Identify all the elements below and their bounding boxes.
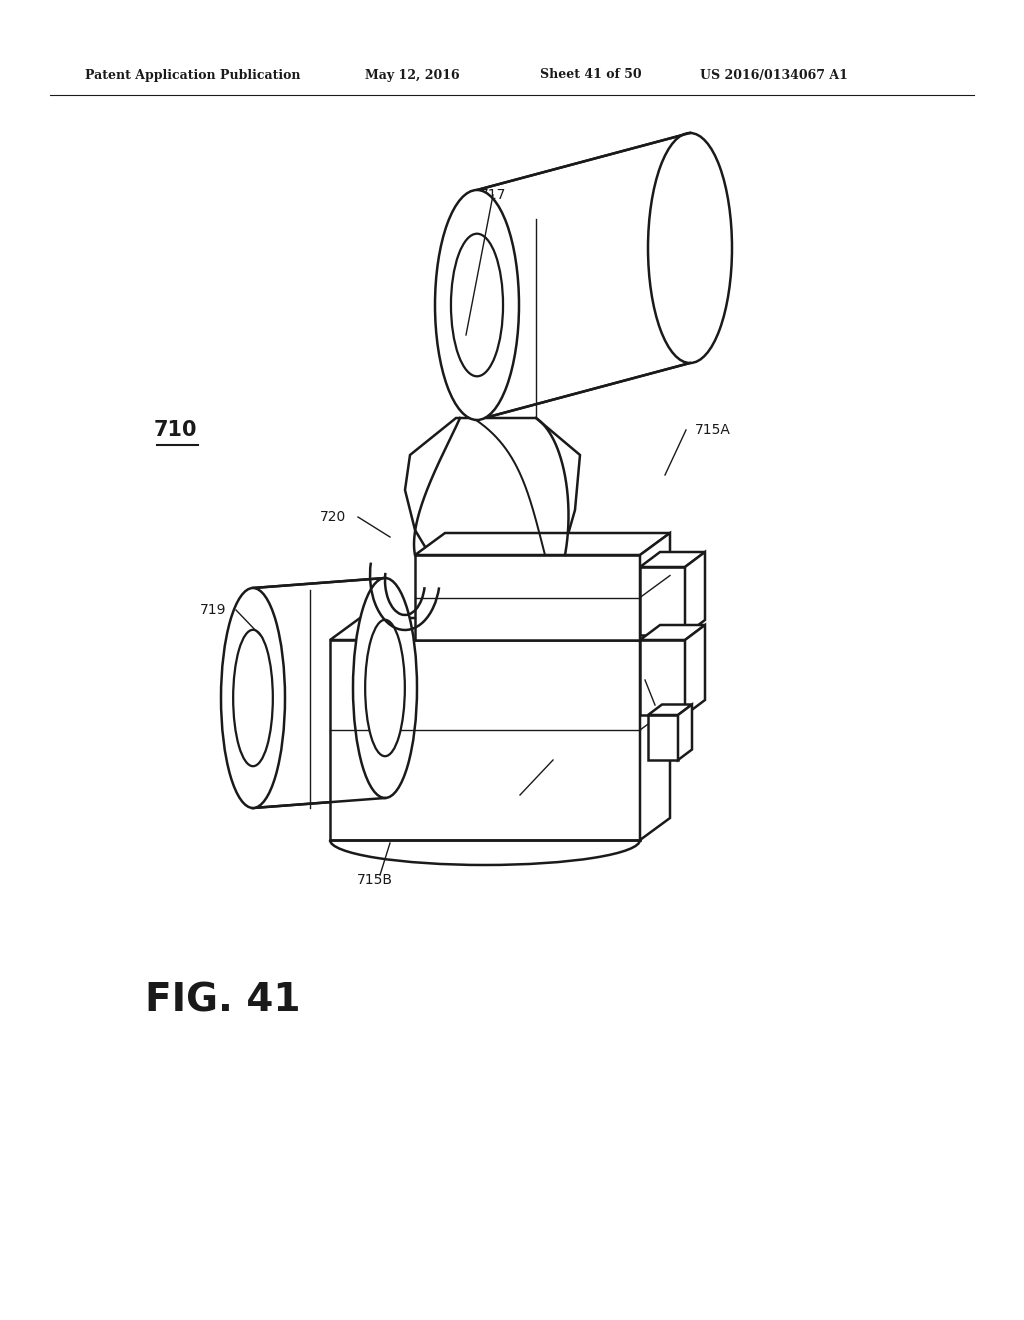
Text: May 12, 2016: May 12, 2016 <box>365 69 460 82</box>
Text: 724: 724 <box>660 698 686 711</box>
Ellipse shape <box>648 133 732 363</box>
Polygon shape <box>640 640 685 715</box>
Text: Sheet 41 of 50: Sheet 41 of 50 <box>540 69 642 82</box>
Polygon shape <box>640 618 670 840</box>
Text: 720: 720 <box>319 510 346 524</box>
Polygon shape <box>640 568 685 635</box>
Text: 715: 715 <box>475 583 501 597</box>
Polygon shape <box>253 578 385 808</box>
Polygon shape <box>415 554 640 640</box>
Text: 722: 722 <box>555 752 582 767</box>
Polygon shape <box>648 715 678 760</box>
Polygon shape <box>330 618 670 640</box>
Text: 710: 710 <box>154 420 197 440</box>
Polygon shape <box>477 133 690 420</box>
Polygon shape <box>678 705 692 760</box>
Polygon shape <box>640 552 705 568</box>
Polygon shape <box>648 705 692 715</box>
Ellipse shape <box>366 620 404 756</box>
Text: FIG. 41: FIG. 41 <box>145 981 300 1019</box>
Text: Patent Application Publication: Patent Application Publication <box>85 69 300 82</box>
Text: 717: 717 <box>480 187 506 202</box>
Ellipse shape <box>221 587 285 808</box>
Ellipse shape <box>233 630 272 766</box>
Ellipse shape <box>451 234 503 376</box>
Text: US 2016/0134067 A1: US 2016/0134067 A1 <box>700 69 848 82</box>
Ellipse shape <box>435 190 519 420</box>
Text: 719: 719 <box>200 603 226 616</box>
Polygon shape <box>685 552 705 635</box>
Polygon shape <box>415 533 670 554</box>
Polygon shape <box>640 533 670 640</box>
Text: 715B: 715B <box>357 873 393 887</box>
Polygon shape <box>406 418 580 554</box>
Ellipse shape <box>353 578 417 799</box>
Polygon shape <box>640 624 705 640</box>
Polygon shape <box>330 640 640 840</box>
Text: 715A: 715A <box>695 422 731 437</box>
Polygon shape <box>685 624 705 715</box>
